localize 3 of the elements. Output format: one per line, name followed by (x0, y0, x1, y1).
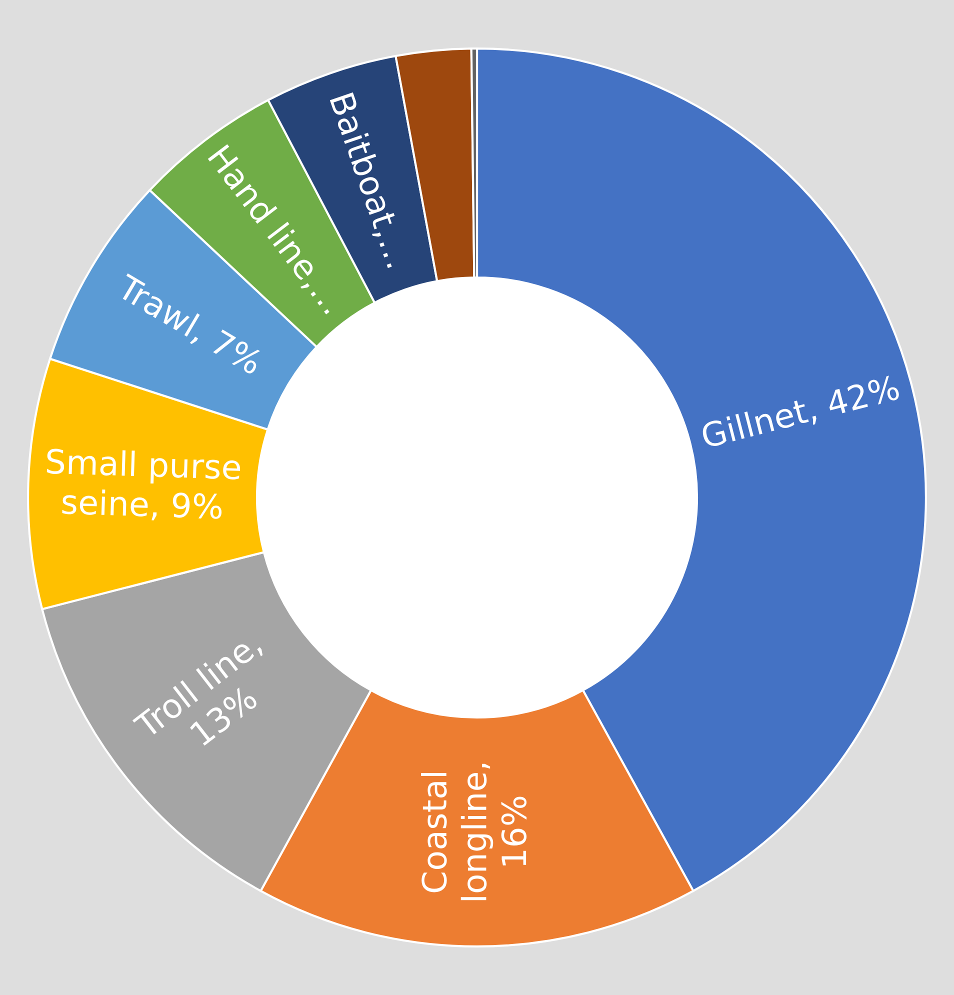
data-label: Coastal longline, 16% (421, 764, 527, 900)
data-label: Small purse seine, 9% (46, 448, 241, 522)
data-label: Gillnet, 42% (700, 374, 902, 452)
